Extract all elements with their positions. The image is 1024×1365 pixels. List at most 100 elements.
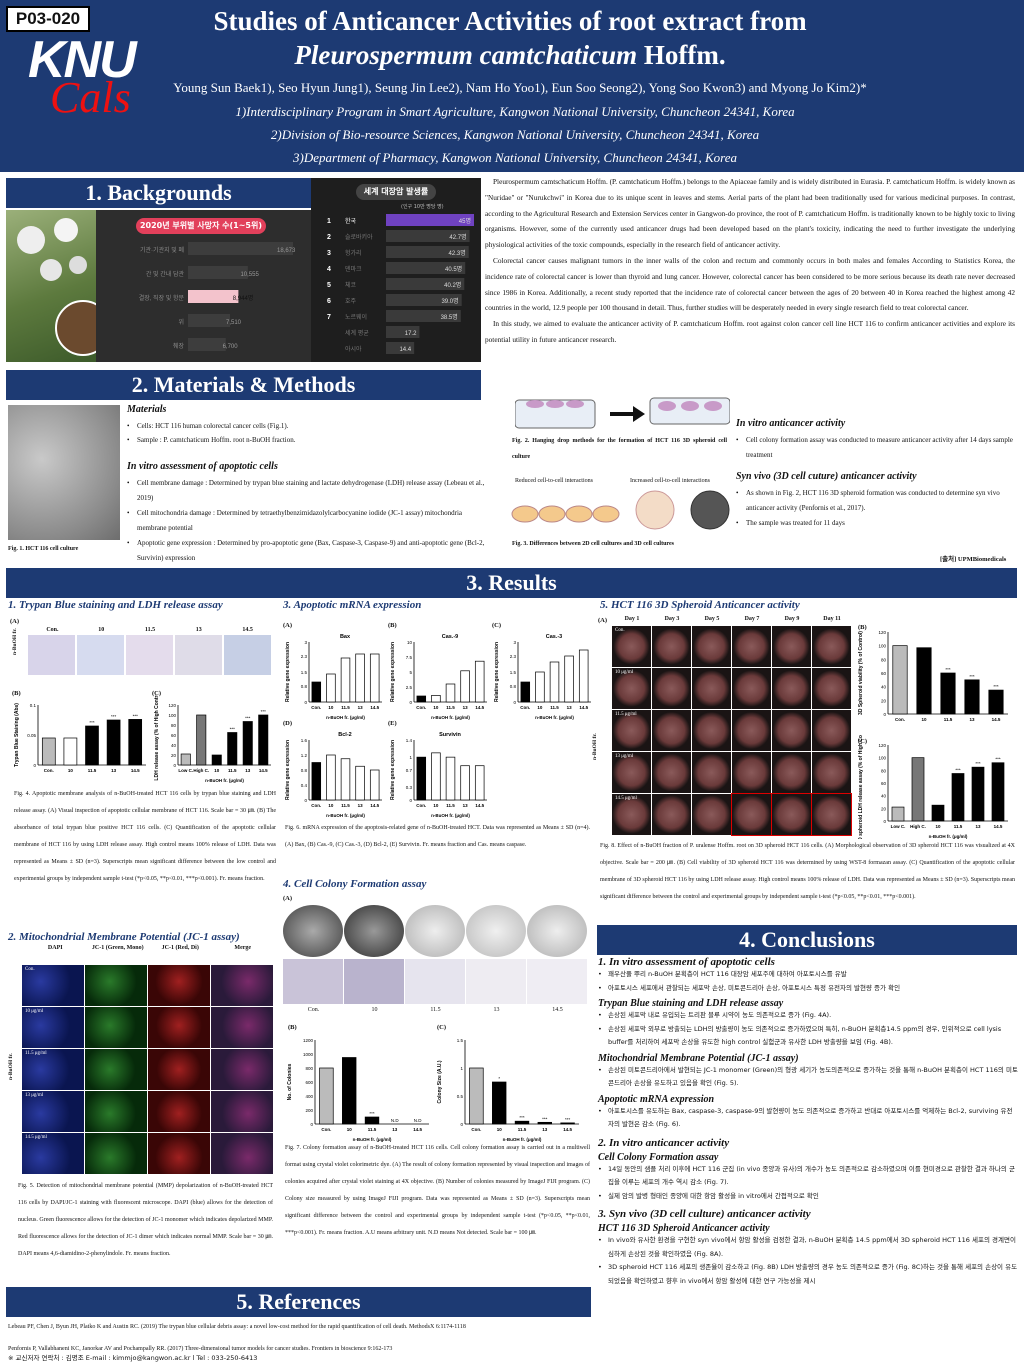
tick-label: 100: [878, 644, 886, 649]
bar-value: 18,673: [277, 248, 296, 254]
x-axis-label: n-BuOH fr. (μg/ml): [326, 813, 365, 818]
micrograph: [126, 635, 173, 675]
tick-label: 0: [460, 1122, 463, 1127]
invitro-heading: In vitro anticancer activity: [736, 418, 846, 429]
tick-label: 120: [878, 630, 886, 635]
fluorescence-image: [211, 965, 273, 1006]
tick-label: 100: [168, 713, 176, 718]
poster-id: P03-020: [6, 6, 90, 32]
bar: [964, 679, 980, 715]
tick-label: 10: [347, 1127, 353, 1132]
fluorescence-image: [211, 1007, 273, 1048]
conclusion-heading: 3. Syn vivo (3D cell culture) anticancer…: [598, 1208, 811, 1220]
spheroid-image: [772, 710, 811, 751]
tick-label: 0.1: [30, 703, 37, 708]
reference-item: Lebeau PF, Chen J, Byun JH, Platko K and…: [8, 1324, 466, 1330]
panel-label: (C): [152, 690, 162, 697]
list-item: 14일 동안의 샘플 처리 이후에 HCT 116 군집 (in vivo 종양…: [598, 1163, 1018, 1190]
fig5-caption: Fig. 5. Detection of mitochondrial membr…: [18, 1183, 273, 1257]
spheroid-image: [731, 793, 772, 836]
bar-label: 노르웨이: [345, 313, 367, 321]
tick-label: 1200: [303, 1038, 314, 1043]
tick-label: 10: [935, 824, 941, 829]
column-label: Day 1: [624, 616, 640, 622]
chart-cas3-expression: 0 0.8 1.5 2.3 3 Con. 10 11.5 13 14.5 n-BuOH fr. (μ…: [494, 634, 591, 720]
well-image: [466, 905, 526, 957]
tick-label: 10: [921, 717, 927, 722]
chart-death-causes: 2020년 부위별 사망자 수(1~5위) 기관·기관지 및 폐 18,673 간 …: [96, 210, 311, 362]
bar-label: 세계 평균: [345, 329, 369, 337]
bar-label: 췌장: [173, 342, 185, 350]
conclusion-list: 14일 동안의 샘플 처리 이후에 HCT 116 군집 (in vivo 종양…: [598, 1163, 1018, 1204]
tick-label: Con.: [311, 705, 321, 710]
bar-value: 40.5명: [445, 265, 462, 273]
x-axis-label: n-BuOH fr. (μg/ml): [353, 1137, 392, 1142]
tick-label: 3: [304, 640, 307, 645]
result3-heading: 3. Apoptotic mRNA expression: [283, 599, 422, 611]
gene-title: Cas.-3: [546, 634, 563, 640]
tick-label: 13: [463, 803, 469, 808]
spheroid-image: [732, 752, 771, 793]
fluorescence-image: [85, 1133, 147, 1174]
tick-label: 13: [245, 768, 251, 773]
significance-label: ***: [519, 1115, 525, 1120]
conclusion-subheading: Apoptotic mRNA expression: [598, 1093, 715, 1105]
bar: [340, 657, 351, 703]
bar-value: 40.2명: [444, 281, 461, 289]
panel-label: (B): [12, 690, 21, 697]
bar-label: 슬로바키아: [345, 233, 373, 241]
significance-label: N.D: [391, 1118, 400, 1123]
list-item: Cell mitochondria damage : Determined by…: [127, 506, 487, 536]
bar: [469, 1067, 484, 1125]
tick-label: 13: [969, 717, 975, 722]
tick-label: 10: [328, 803, 334, 808]
poster-header: [0, 0, 1024, 172]
tick-label: 0: [304, 798, 307, 803]
background-paragraphs: Pleurospermum camtschaticum Hoffm. (P. c…: [485, 174, 1015, 348]
tick-label: 11.5: [88, 768, 97, 773]
tick-label: Con.: [321, 1127, 331, 1132]
panel-label: (A): [283, 895, 293, 902]
bar: [386, 230, 470, 242]
tick-label: 10: [537, 705, 543, 710]
materials-heading: Materials: [127, 404, 167, 415]
spheroid-image: [732, 626, 771, 667]
tick-label: 80: [881, 657, 887, 662]
significance-label: ***: [261, 709, 267, 714]
significance-label: ***: [89, 720, 95, 725]
gene-title: Bcl-2: [338, 732, 351, 738]
incidence-bars: 1 한국 45명 2 슬로바키아 42.7명 3 헝가리 42.3명 4 덴마크 40.5명 5 체코 40…: [327, 214, 474, 354]
tick-label: Con.: [416, 803, 426, 808]
spheroid-image-grid: Con. 10 μg/ml 11.5 μg/ml 13 μg/ml 14.5 μg/ml: [598, 626, 854, 836]
spheroid-image: [652, 668, 691, 709]
bar-value: 45명: [459, 217, 471, 225]
tick-label: 2.3: [301, 654, 308, 659]
fig6-caption: Fig. 6. mRNA expression of the apoptosis…: [285, 825, 590, 848]
fluorescence-image: [85, 1007, 147, 1048]
bar: [911, 757, 925, 822]
result2-heading: 2. Mitochondrial Membrane Potential (JC-…: [8, 931, 240, 943]
bar: [431, 695, 441, 703]
tick-label: 1: [409, 755, 412, 760]
tick-label: 11.5: [368, 1127, 377, 1132]
panel-label: (B): [288, 1024, 297, 1031]
author-list: Young Sun Baek1), Seo Hyun Jung1), Seung…: [173, 80, 867, 95]
tick-label: 1.2: [301, 753, 308, 758]
bar: [891, 806, 905, 822]
spheroid-image: [772, 752, 811, 793]
bar: [445, 683, 456, 703]
row-label: 13 μg/ml: [615, 754, 634, 759]
bar-label: 한국: [345, 218, 357, 225]
list-item: 아포토시스 세포에서 관찰되는 세포막 손상, 미토콘드리아 손상, 아포토시스…: [598, 982, 1018, 996]
section-heading-references: 5. References: [6, 1287, 591, 1317]
jc1-column-headers: DAPI JC-1 (Green, Mono) JC-1 (Red, Di) Merg…: [24, 945, 274, 951]
chart-bcl2-expression: 0 0.4 0.8 1.2 1.6 Con. 10 11.5 13 14.5 n-BuOH fr. …: [285, 732, 382, 818]
fig2-caption: Fig. 2. Hanging drop methods for the for…: [512, 438, 727, 460]
gene-title: Bax: [340, 634, 351, 640]
chart-incidence-title: 세계 대장암 발생률: [356, 184, 436, 200]
bar: [188, 242, 293, 255]
bar-value: 42.7명: [449, 233, 466, 241]
tick-label: 11.5: [446, 705, 455, 710]
background-paragraph: In this study, we aimed to evaluate the …: [485, 319, 1015, 344]
gene-title: Survivin: [439, 732, 461, 738]
